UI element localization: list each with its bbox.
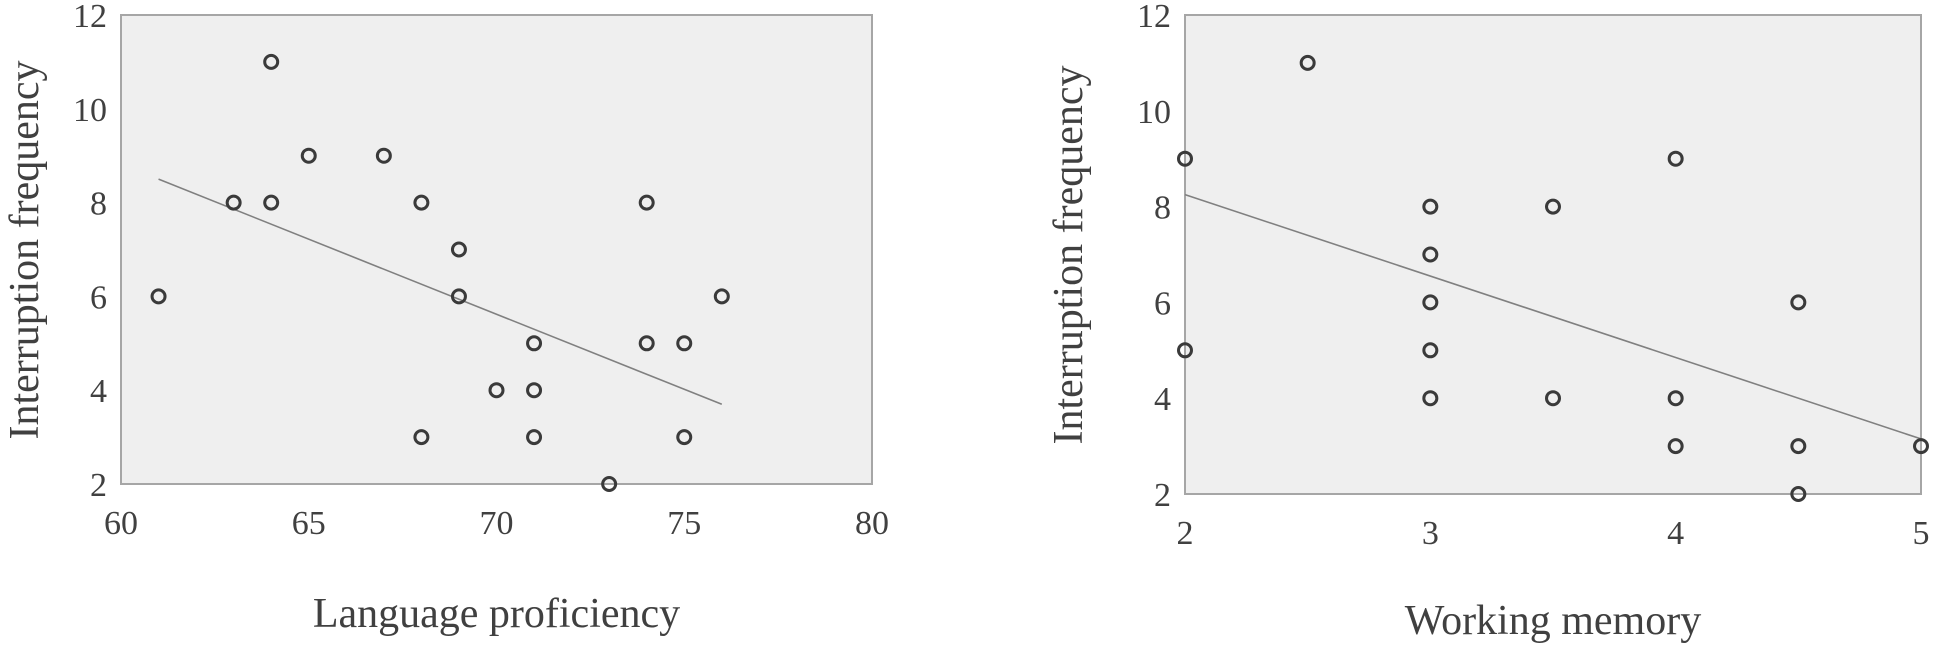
data-point bbox=[1422, 390, 1439, 407]
x-tick-label: 70 bbox=[480, 505, 514, 542]
data-point bbox=[526, 382, 543, 399]
left-chart-panel: 2 4 6 8 10 12 60 65 70 75 80 Language proficiency In… bbox=[2, 0, 889, 637]
data-point bbox=[601, 476, 618, 492]
data-point bbox=[1790, 294, 1807, 311]
data-point bbox=[676, 429, 693, 446]
data-point bbox=[1913, 438, 1929, 455]
data-point bbox=[450, 241, 467, 258]
y-tick-label: 10 bbox=[73, 92, 107, 129]
data-point bbox=[1790, 438, 1807, 455]
data-point bbox=[150, 288, 167, 305]
data-point bbox=[1545, 198, 1561, 215]
left-plot-area bbox=[120, 14, 873, 485]
data-point bbox=[1422, 342, 1439, 359]
data-point bbox=[225, 194, 242, 211]
data-point bbox=[1177, 150, 1193, 167]
data-point bbox=[1790, 486, 1807, 502]
data-point bbox=[1177, 342, 1193, 359]
data-point bbox=[450, 288, 467, 305]
y-tick-label: 12 bbox=[1137, 0, 1171, 35]
data-point bbox=[638, 194, 655, 211]
data-point bbox=[526, 429, 543, 446]
y-tick-label: 10 bbox=[1137, 94, 1171, 131]
y-tick-label: 8 bbox=[90, 186, 107, 223]
x-tick-label: 60 bbox=[104, 505, 138, 542]
left-y-axis-title: Interruption frequency bbox=[2, 60, 48, 439]
data-point bbox=[676, 335, 693, 352]
data-point bbox=[1299, 54, 1316, 71]
y-tick-label: 4 bbox=[90, 373, 107, 410]
data-point bbox=[1667, 150, 1684, 167]
y-tick-label: 2 bbox=[1154, 477, 1171, 514]
left-x-axis-title: Language proficiency bbox=[313, 591, 680, 637]
data-point bbox=[263, 53, 280, 70]
y-tick-label: 4 bbox=[1154, 381, 1171, 418]
y-tick-label: 6 bbox=[90, 279, 107, 316]
data-point bbox=[638, 335, 655, 352]
right-trendline bbox=[1184, 193, 1922, 440]
x-tick-label: 65 bbox=[292, 505, 326, 542]
left-trendline bbox=[158, 178, 723, 406]
x-tick-label: 5 bbox=[1913, 515, 1930, 552]
x-tick-label: 4 bbox=[1667, 515, 1684, 552]
data-point bbox=[1667, 438, 1684, 455]
data-point bbox=[300, 147, 317, 164]
data-point bbox=[413, 194, 430, 211]
right-chart-panel: 2 4 6 8 10 12 2 3 4 5 Working memory Interruption f… bbox=[1046, 0, 1930, 644]
x-tick-label: 2 bbox=[1177, 515, 1194, 552]
y-tick-label: 6 bbox=[1154, 285, 1171, 322]
x-tick-label: 3 bbox=[1422, 515, 1439, 552]
data-point bbox=[413, 429, 430, 446]
y-tick-label: 8 bbox=[1154, 190, 1171, 227]
data-point bbox=[375, 147, 392, 164]
data-point bbox=[1422, 246, 1439, 263]
x-tick-label: 80 bbox=[855, 505, 889, 542]
data-point bbox=[1422, 198, 1439, 215]
data-point bbox=[488, 382, 505, 399]
data-point bbox=[713, 288, 730, 305]
data-point bbox=[1422, 294, 1439, 311]
data-point bbox=[526, 335, 543, 352]
right-plot-area bbox=[1184, 14, 1922, 495]
x-tick-label: 75 bbox=[667, 505, 701, 542]
right-x-axis-title: Working memory bbox=[1405, 598, 1701, 644]
y-tick-label: 2 bbox=[90, 467, 107, 504]
y-tick-label: 12 bbox=[73, 0, 107, 35]
data-point bbox=[263, 194, 280, 211]
right-y-axis-title: Interruption frequency bbox=[1046, 65, 1092, 444]
data-point bbox=[1667, 390, 1684, 407]
data-point bbox=[1545, 390, 1561, 407]
